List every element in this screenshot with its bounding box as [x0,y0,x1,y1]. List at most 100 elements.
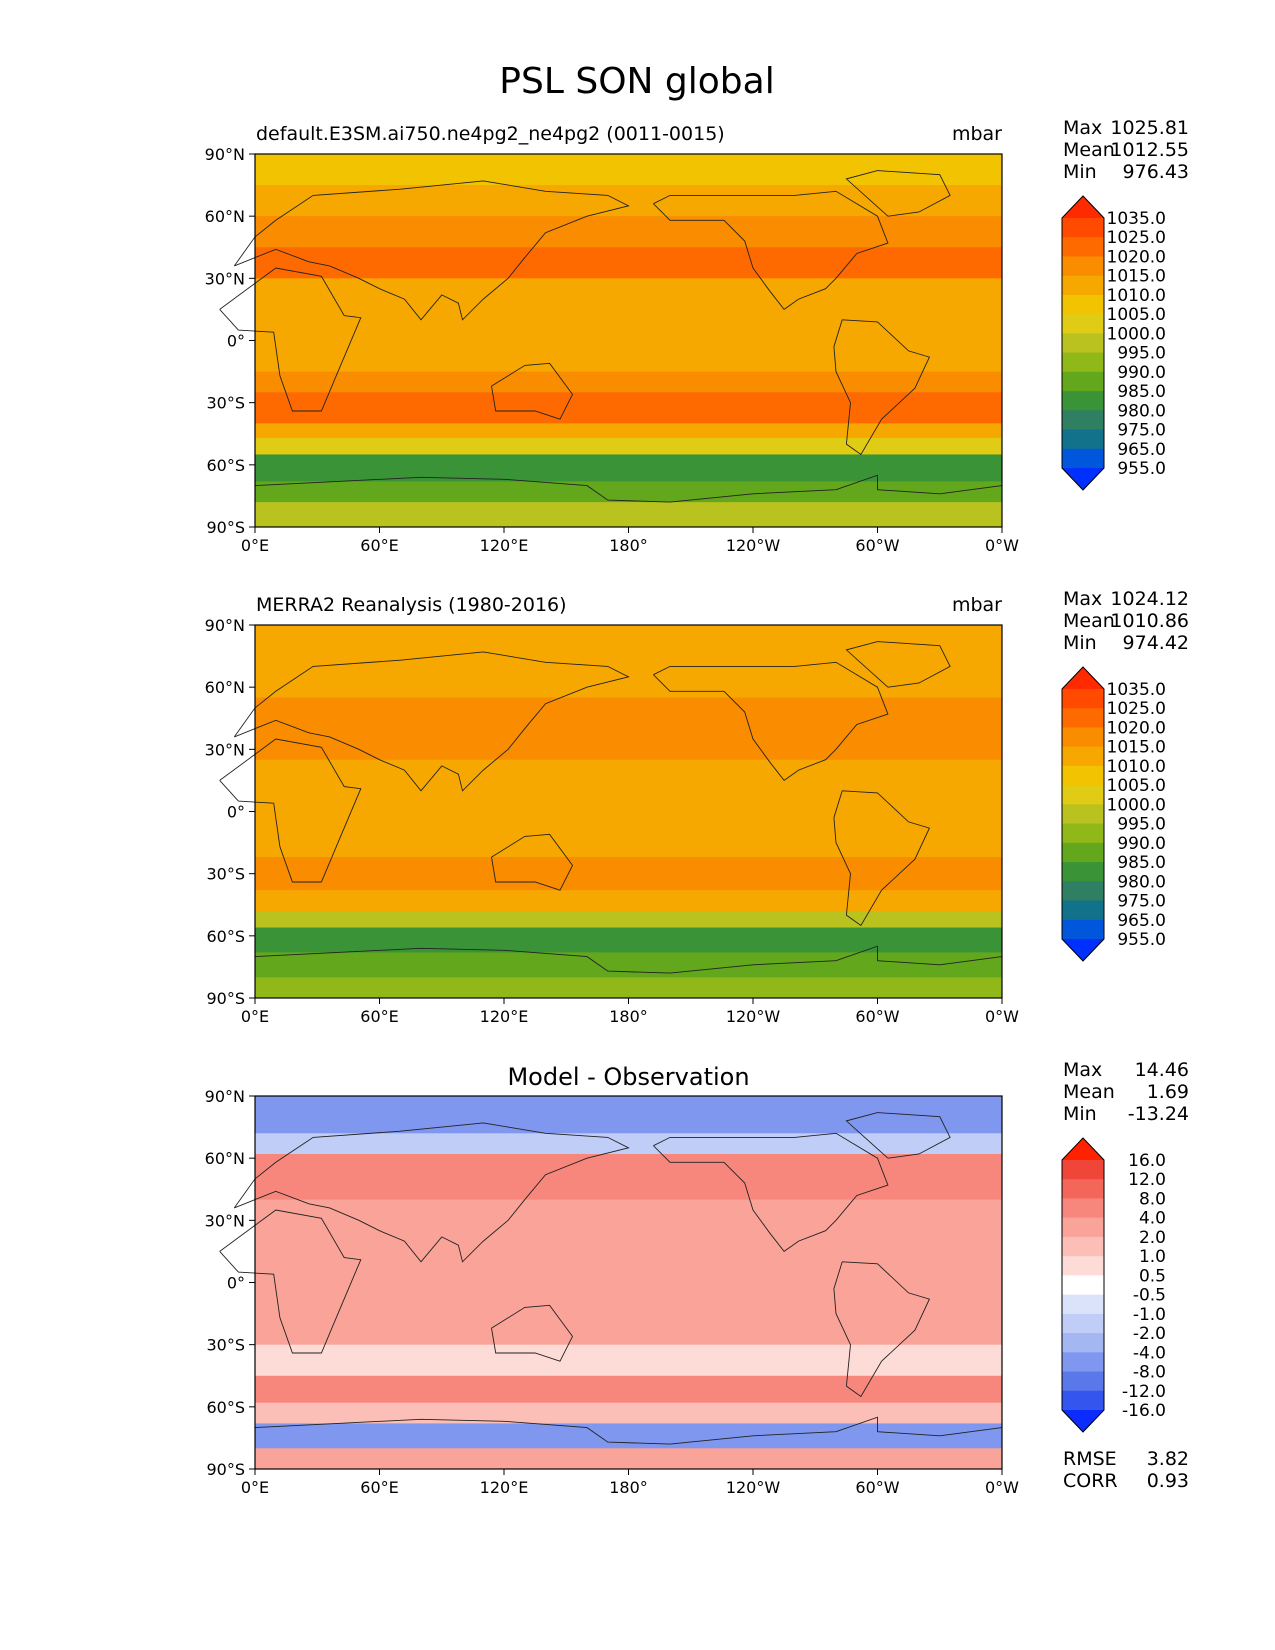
colorbar-segment [1062,218,1104,238]
coastline [254,1416,1003,1445]
stat-value: 976.43 [1123,161,1189,183]
colorbar: 1035.01025.01020.01015.01010.01005.01000… [1061,195,1166,491]
field-band [255,832,1002,858]
colorbar-segment [1062,708,1104,728]
colorbar-label: 1010.0 [1107,757,1166,777]
y-tick-label: 0° [227,332,245,351]
colorbar-extend-min [1062,468,1104,490]
y-tick-label: 60°N [205,207,245,226]
colorbar-label: 0.5 [1139,1266,1166,1286]
coastline [254,945,1003,974]
colorbar-label: 1015.0 [1107,267,1166,287]
colorbar-label: -4.0 [1133,1343,1166,1363]
coastline [833,1261,931,1398]
colorbar-segment [1062,1390,1104,1411]
field-band [255,890,1002,912]
colorbar-label: 985.0 [1117,853,1166,873]
colorbar-label: 990.0 [1117,363,1166,383]
colorbar-segment [1062,1217,1104,1238]
y-tick-label: 90°N [205,616,245,635]
colorbar-segment [1062,275,1104,296]
colorbar-segment [1062,237,1104,257]
colorbar-segment [1062,746,1104,767]
colorbar-segment [1062,765,1104,786]
colorbar-segment [1062,1294,1104,1315]
panel-observation: MERRA2 Reanalysis (1980-2016) mbar 0°E 60°E… [205,588,1189,1026]
field-band [255,1402,1002,1424]
colorbar-label: 8.0 [1139,1189,1166,1209]
x-tick-label: 60°E [360,536,398,555]
footer-stat-label: CORR [1063,1470,1118,1492]
field-band [255,371,1002,393]
field-band [255,1423,1002,1449]
stat-value: 974.42 [1123,632,1189,654]
field-band [255,216,1002,248]
panel-title: default.E3SM.ai750.ne4pg2_ne4pg2 (0011-0… [256,123,725,145]
field-band [255,1199,1002,1242]
figure-title: PSL SON global [499,61,774,102]
x-tick-label: 0°W [985,1007,1019,1026]
panels: default.E3SM.ai750.ne4pg2_ne4pg2 (0011-0… [205,117,1189,1497]
y-tick-label: 60°N [205,1149,245,1168]
x-tick-label: 120°W [726,1478,781,1497]
colorbar-label: -0.5 [1133,1286,1166,1306]
colorbar-segment [1062,1236,1104,1257]
y-tick-label: 60°S [206,927,245,946]
stat-label: Min [1063,1103,1097,1125]
colorbar-segment [1062,371,1104,392]
colorbar-label: 985.0 [1117,382,1166,402]
y-tick-label: 0° [227,1274,245,1293]
field-difference [255,1096,1002,1470]
field-band [255,732,1002,761]
coastline [219,1209,362,1354]
x-tick-label: 60°W [855,1478,899,1497]
colorbar-segment [1062,1275,1104,1296]
stat-label: Min [1063,161,1097,183]
coastline [219,267,362,412]
coastline [833,790,931,927]
y-tick-label: 0° [227,803,245,822]
field-band [255,154,1002,186]
y-tick-label: 30°N [205,269,245,288]
colorbar-label: 1020.0 [1107,247,1166,267]
field-band [255,857,1002,891]
colorbar-label: 965.0 [1117,911,1166,931]
colorbar-segment [1062,900,1104,921]
y-tick-label: 90°S [206,518,245,537]
colorbar-segment [1062,842,1104,863]
coastline [491,1304,574,1362]
colorbar-segment [1062,1352,1104,1373]
colorbar-label: 2.0 [1139,1228,1166,1248]
stat-label: Mean [1063,139,1115,161]
y-tick-label: 60°S [206,456,245,475]
colorbar-segment [1062,294,1104,315]
coastline [491,362,574,420]
colorbar-label: 975.0 [1117,421,1166,441]
stat-value: 1024.12 [1110,588,1189,610]
field-band [255,666,1002,699]
colorbar-label: 1025.0 [1107,228,1166,248]
colorbar-label: 995.0 [1117,815,1166,835]
colorbar-label: 980.0 [1117,872,1166,892]
stat-label: Mean [1063,1081,1115,1103]
field-band [255,952,1002,978]
field-band [255,247,1002,279]
footer-stat-label: RMSE [1063,1448,1117,1470]
colorbar-label: 1020.0 [1107,718,1166,738]
stat-label: Min [1063,632,1097,654]
x-tick-label: 0°W [985,1478,1019,1497]
colorbar-label: 4.0 [1139,1209,1166,1229]
units-label: mbar [952,594,1002,616]
colorbar-label: -8.0 [1133,1363,1166,1383]
coastline [845,641,951,688]
colorbar-segment [1062,1313,1104,1334]
colorbar-label: -2.0 [1133,1324,1166,1344]
colorbar-label: -12.0 [1122,1382,1166,1402]
colorbar-label: 995.0 [1117,344,1166,364]
field-band [255,625,1002,667]
colorbar-label: 1005.0 [1107,776,1166,796]
x-tick-label: 0°E [241,1478,269,1497]
coastline [833,319,931,456]
x-tick-label: 0°E [241,1007,269,1026]
stat-value: 1010.86 [1110,610,1189,632]
